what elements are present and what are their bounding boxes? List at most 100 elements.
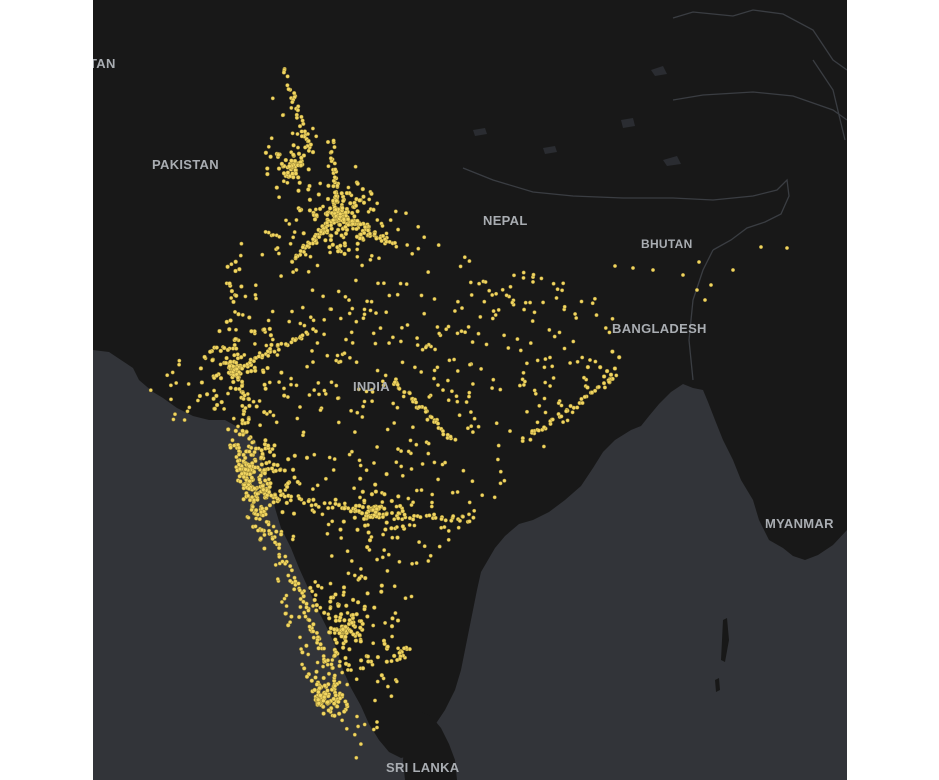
location-point[interactable] [521, 270, 526, 275]
location-point[interactable] [289, 568, 294, 573]
location-point[interactable] [234, 454, 239, 460]
location-point[interactable] [352, 214, 357, 219]
location-point[interactable] [396, 494, 401, 499]
location-point[interactable] [332, 713, 337, 718]
location-point[interactable] [255, 512, 260, 517]
location-point[interactable] [334, 230, 339, 236]
location-point[interactable] [212, 388, 217, 393]
location-point[interactable] [313, 329, 318, 334]
location-point[interactable] [251, 399, 256, 404]
location-point[interactable] [218, 376, 224, 381]
location-point[interactable] [269, 342, 274, 348]
location-point[interactable] [354, 360, 359, 365]
location-point[interactable] [422, 311, 427, 316]
location-point[interactable] [244, 429, 249, 434]
location-point[interactable] [211, 396, 216, 401]
location-point[interactable] [327, 244, 332, 250]
location-point[interactable] [285, 170, 291, 175]
location-point[interactable] [295, 416, 300, 421]
location-point[interactable] [498, 481, 503, 486]
location-point[interactable] [322, 388, 327, 393]
location-point[interactable] [295, 145, 300, 150]
location-point[interactable] [303, 145, 308, 150]
location-point[interactable] [297, 635, 302, 640]
location-point[interactable] [393, 611, 398, 616]
location-point[interactable] [338, 696, 343, 701]
location-point[interactable] [376, 281, 381, 286]
location-point[interactable] [366, 228, 371, 233]
location-point[interactable] [332, 175, 337, 180]
location-point[interactable] [268, 346, 273, 351]
location-point[interactable] [343, 294, 348, 299]
location-point[interactable] [521, 370, 526, 375]
location-point[interactable] [528, 341, 533, 346]
location-point[interactable] [384, 659, 389, 664]
location-point[interactable] [275, 353, 280, 358]
location-point[interactable] [305, 364, 310, 369]
location-point[interactable] [301, 121, 306, 126]
location-point[interactable] [573, 312, 578, 317]
location-point[interactable] [335, 183, 340, 188]
location-point[interactable] [310, 487, 315, 492]
location-point[interactable] [406, 449, 411, 454]
location-point[interactable] [168, 397, 173, 402]
location-point[interactable] [228, 385, 233, 391]
location-point[interactable] [382, 492, 387, 497]
location-point[interactable] [247, 403, 252, 409]
location-point[interactable] [331, 178, 336, 183]
location-point[interactable] [261, 487, 266, 492]
location-point[interactable] [568, 403, 573, 409]
location-point[interactable] [227, 281, 232, 286]
location-point[interactable] [271, 500, 276, 505]
location-point[interactable] [288, 498, 293, 503]
location-point[interactable] [331, 696, 336, 702]
location-point[interactable] [259, 527, 265, 533]
location-point[interactable] [379, 589, 384, 594]
location-point[interactable] [290, 467, 296, 472]
location-point[interactable] [270, 337, 275, 342]
location-point[interactable] [491, 309, 496, 314]
location-point[interactable] [363, 575, 368, 581]
location-point[interactable] [300, 590, 305, 595]
location-point[interactable] [410, 561, 415, 566]
location-point[interactable] [731, 268, 736, 273]
location-point[interactable] [270, 309, 275, 314]
location-point[interactable] [282, 494, 287, 499]
location-point[interactable] [759, 244, 764, 249]
location-point[interactable] [472, 508, 477, 513]
location-point[interactable] [297, 496, 302, 501]
location-point[interactable] [476, 424, 481, 429]
location-point[interactable] [287, 221, 292, 226]
location-point[interactable] [197, 393, 203, 399]
location-point[interactable] [239, 383, 245, 389]
location-point[interactable] [455, 490, 460, 495]
location-point[interactable] [457, 518, 462, 523]
location-point[interactable] [357, 458, 362, 463]
location-point[interactable] [310, 589, 315, 594]
location-point[interactable] [502, 333, 507, 338]
location-point[interactable] [346, 217, 351, 222]
location-point[interactable] [285, 180, 290, 185]
location-point[interactable] [278, 493, 284, 498]
location-point[interactable] [284, 593, 289, 598]
location-point[interactable] [490, 386, 495, 391]
location-point[interactable] [367, 231, 372, 236]
location-point[interactable] [334, 704, 340, 709]
location-point[interactable] [329, 149, 334, 154]
location-point[interactable] [310, 288, 315, 293]
location-point[interactable] [339, 233, 344, 238]
location-point[interactable] [394, 460, 399, 465]
location-point[interactable] [325, 531, 330, 536]
location-point[interactable] [297, 588, 302, 593]
location-point[interactable] [265, 493, 270, 498]
location-point[interactable] [349, 330, 354, 335]
location-point[interactable] [277, 234, 282, 239]
location-point[interactable] [328, 156, 333, 161]
location-point[interactable] [331, 701, 337, 706]
location-point[interactable] [347, 647, 352, 652]
location-point[interactable] [384, 471, 389, 477]
location-point[interactable] [282, 596, 287, 601]
location-point[interactable] [361, 194, 366, 199]
location-point[interactable] [414, 488, 419, 493]
location-point[interactable] [288, 563, 293, 569]
